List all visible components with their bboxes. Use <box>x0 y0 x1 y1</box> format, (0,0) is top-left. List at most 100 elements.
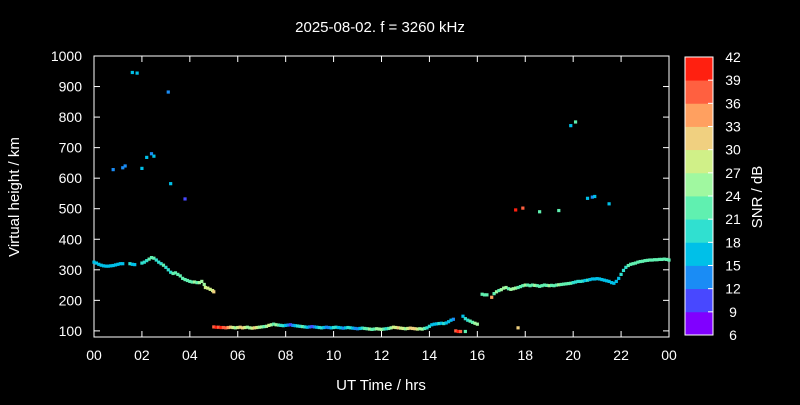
data-point <box>264 324 269 328</box>
data-point <box>660 257 664 262</box>
data-point <box>351 326 355 330</box>
data-point <box>358 326 362 331</box>
data-point <box>142 260 146 264</box>
colorbar-tick-label: 6 <box>729 327 737 343</box>
data-point <box>396 326 400 330</box>
data-point <box>149 152 154 156</box>
data-point <box>109 264 113 268</box>
data-point <box>665 257 669 262</box>
data-point <box>276 323 281 327</box>
data-point <box>595 277 599 281</box>
data-point <box>499 288 503 292</box>
data-point <box>593 277 597 281</box>
colorbar-tick-label: 15 <box>725 258 741 274</box>
data-point <box>653 258 657 262</box>
data-point <box>437 321 441 326</box>
data-point <box>212 325 216 329</box>
colorbar <box>684 56 714 336</box>
data-point <box>346 325 350 330</box>
data-point <box>355 327 360 331</box>
data-point <box>645 258 650 262</box>
data-point <box>305 325 309 329</box>
data-point <box>272 322 276 326</box>
data-point <box>104 264 108 268</box>
data-point <box>293 324 297 328</box>
data-point <box>403 327 408 331</box>
data-point <box>252 326 257 330</box>
colorbar-segment <box>685 242 713 266</box>
data-point <box>322 325 326 330</box>
data-point <box>569 281 573 285</box>
data-point <box>257 325 261 329</box>
data-point <box>442 321 446 326</box>
data-point <box>365 327 369 331</box>
colorbar-segment <box>685 288 713 313</box>
colorbar-segment <box>685 219 713 243</box>
data-point <box>149 255 154 260</box>
data-point <box>439 321 443 325</box>
data-point <box>506 287 511 291</box>
data-point <box>490 295 494 299</box>
data-point <box>219 325 223 330</box>
data-point <box>377 327 381 331</box>
data-point <box>573 280 578 284</box>
data-point <box>557 208 561 213</box>
data-point <box>300 325 305 329</box>
data-point <box>449 318 453 322</box>
data-point <box>566 281 570 286</box>
data-point <box>387 326 391 331</box>
data-point <box>451 317 455 321</box>
data-point <box>406 326 410 331</box>
data-point <box>130 262 134 266</box>
data-point <box>240 326 245 330</box>
data-point <box>133 263 137 267</box>
colorbar-segment <box>685 172 713 197</box>
data-point <box>621 268 626 273</box>
data-point <box>379 327 384 331</box>
data-point <box>561 282 566 286</box>
data-point <box>641 259 645 263</box>
data-point <box>97 262 101 266</box>
x-tick-label: 06 <box>230 347 246 363</box>
data-point <box>657 257 662 262</box>
data-point <box>367 327 372 331</box>
data-point <box>208 287 212 291</box>
data-point <box>145 259 149 263</box>
data-point <box>152 256 156 260</box>
data-point <box>157 260 161 264</box>
data-point <box>116 262 120 266</box>
data-point <box>578 279 582 284</box>
y-tick-label: 800 <box>59 109 83 125</box>
data-point <box>456 329 460 334</box>
data-point <box>370 327 374 331</box>
data-point <box>413 327 417 331</box>
data-point <box>446 320 451 324</box>
data-point <box>550 283 554 287</box>
data-point <box>327 325 331 330</box>
data-point <box>454 329 458 333</box>
chart-title: 2025-08-02. f = 3260 kHz <box>295 19 465 36</box>
data-point <box>485 293 489 297</box>
data-point <box>238 325 242 329</box>
data-point <box>612 281 616 285</box>
data-point <box>216 325 221 329</box>
data-point <box>492 292 496 296</box>
data-point <box>343 326 348 330</box>
data-point <box>435 322 439 326</box>
data-point <box>423 326 427 331</box>
y-tick-label: 500 <box>59 201 83 217</box>
data-point <box>221 325 225 330</box>
colorbar-tick-label: 39 <box>725 72 741 88</box>
data-point <box>581 279 585 283</box>
data-point <box>391 325 396 329</box>
data-point <box>190 280 194 284</box>
colorbar-axis: 6 9 12 15 18 21 24 27 30 33 36 39 42 <box>708 49 741 343</box>
data-point <box>411 326 415 331</box>
data-point <box>372 327 376 331</box>
data-point <box>399 326 403 330</box>
data-point <box>106 264 110 268</box>
y-tick-label: 900 <box>59 79 83 95</box>
colorbar-segment <box>685 196 713 220</box>
data-point <box>530 283 535 287</box>
data-point <box>521 206 525 210</box>
